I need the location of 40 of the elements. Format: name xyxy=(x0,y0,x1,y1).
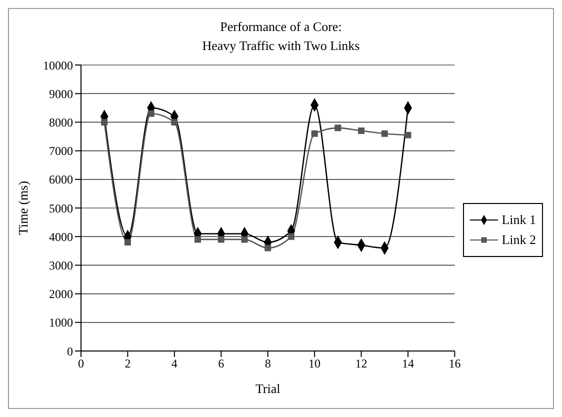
y-tick-label: 4000 xyxy=(49,230,73,244)
y-tick-label: 3000 xyxy=(49,258,73,272)
y-tick-label: 5000 xyxy=(49,201,73,216)
x-tick-label: 8 xyxy=(264,356,271,371)
x-tick-label: 6 xyxy=(218,356,224,371)
point xyxy=(218,236,224,243)
x-tick-label: 16 xyxy=(448,356,461,371)
point xyxy=(194,236,202,243)
x-axis-title: Trial xyxy=(255,381,281,396)
x-tick-label: 2 xyxy=(124,356,131,371)
y-tick-label: 7000 xyxy=(49,144,73,158)
point xyxy=(288,233,294,240)
point xyxy=(241,236,248,243)
point xyxy=(358,128,365,134)
point xyxy=(124,239,131,246)
chart-title: Performance of a Core: xyxy=(219,18,343,36)
point xyxy=(311,130,318,137)
y-tick-label: 10000 xyxy=(43,58,73,72)
y-tick-label: 9000 xyxy=(49,86,73,101)
legend-label: Link 2 xyxy=(502,232,536,248)
point xyxy=(381,130,388,137)
x-tick-label: 4 xyxy=(171,356,178,371)
x-tick-label: 10 xyxy=(308,356,321,371)
x-tick-label: 0 xyxy=(78,356,84,371)
y-tick-label: 6000 xyxy=(49,172,73,187)
y-axis-title: Time (ms) xyxy=(16,180,31,236)
x-tick-label: 14 xyxy=(402,356,414,371)
point xyxy=(101,118,108,126)
y-tick-label: 0 xyxy=(67,344,73,358)
y-tick-label: 8000 xyxy=(49,115,73,130)
point xyxy=(404,132,412,138)
legend-label: Link 1 xyxy=(502,212,536,228)
point xyxy=(171,118,178,126)
x-tick-label: 12 xyxy=(355,356,368,371)
y-tick-label: 2000 xyxy=(49,287,73,302)
point xyxy=(148,110,154,117)
point xyxy=(264,244,272,252)
y-tick-label: 1000 xyxy=(49,316,73,330)
point xyxy=(334,124,342,132)
chart-subtitle: Heavy Traffic with Two Links xyxy=(201,37,361,55)
